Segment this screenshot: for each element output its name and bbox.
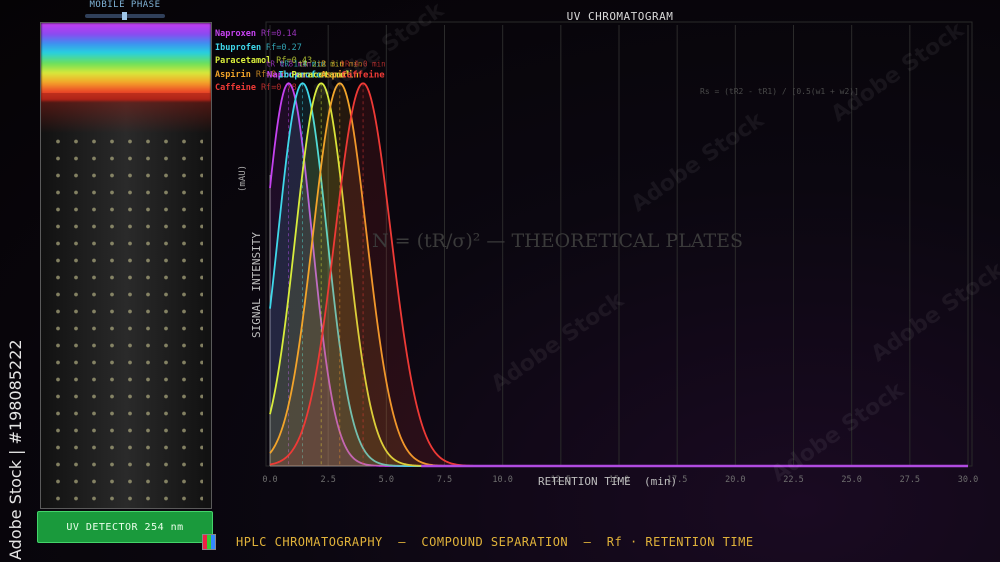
peak-name-label: Caffeine [341,69,385,80]
x-tick-label: 0.0 [262,475,277,485]
x-tick-label: 27.5 [900,475,920,485]
peak-tr-label: tR 4.0 min [340,59,385,68]
x-tick-label: 17.5 [667,475,687,485]
peak-name-label: Ibuprofen [278,70,327,80]
legend-item-naproxen: Naproxen Rf=0.14 [215,28,312,42]
legend-rf: Rf=0.78 [260,83,297,93]
mobile-phase-label: MOBILE PHASE [89,0,161,10]
legend-name: Ibuprofen [215,42,262,53]
footer-caption: HPLC CHROMATOGRAPHY — COMPOUND SEPARATIO… [236,535,754,549]
legend-rf: Rf=0.6 [255,69,287,80]
peak-fill-caffeine [270,83,968,467]
legend-name: Aspirin [215,69,251,80]
y-axis-unit: (mAU) [238,164,248,192]
legend-name: Caffeine [215,83,256,93]
legend-item-aspirin: Aspirin Rf=0.6 [215,69,312,83]
x-axis-label: RETENTION TIME (min) [538,475,678,488]
x-tick-label: 22.5 [783,475,803,485]
peak-name-label: Naproxen [267,70,310,80]
x-tick-label: 15.0 [609,475,629,485]
theoretical-plates-formula: N = (tR/σ)² — THEORETICAL PLATES [372,230,744,252]
legend-rf: Rf=0.43 [276,56,313,66]
legend-name: Naproxen [215,29,256,39]
x-tick-label: 30.0 [958,475,978,485]
mobile-phase-indicator [122,12,127,20]
peak-tr-label: tR 3.0 min [317,59,362,68]
x-tick-label: 25.0 [841,475,861,485]
legend-rf: Rf=0.14 [260,29,297,39]
peak-tr-label: tR 0.8 min [266,59,311,68]
legend-item-paracetamol: Paracetamol Rf=0.43 [215,55,312,69]
chromatography-column [40,22,212,509]
detector-spectrum-icon [202,534,216,550]
legend-item-caffeine: Caffeine Rf=0.78 [215,82,312,96]
column-separation-bands [41,23,211,101]
chart-title: UV CHROMATOGRAM [566,10,674,23]
column-packing-particles [49,133,203,504]
x-tick-label: 7.5 [437,475,452,485]
x-tick-label: 20.0 [725,475,745,485]
x-tick-label: 10.0 [492,475,512,485]
x-tick-label: 2.5 [320,475,335,485]
x-tick-label: 5.0 [379,475,394,485]
peak-tr-label: tR 1.4 min [280,59,325,68]
column-band-fade [41,93,211,133]
peak-tr-label: tR 2.2 min [299,59,344,68]
legend-name: Paracetamol [215,56,272,66]
y-axis-label: SIGNAL INTENSITY [250,232,263,338]
peak-name-label: Paracetamol [291,70,351,80]
x-tick-label: 12.5 [551,475,571,485]
uv-detector-button[interactable]: UV DETECTOR 254 nm [37,511,213,543]
legend-rf: Rf=0.27 [266,42,302,53]
resolution-formula: Rs = (tR2 - tR1) / [0.5(w1 + w2)] [700,87,859,96]
compound-legend: Naproxen Rf=0.14 Ibuprofen Rf=0.27 Paracet… [215,28,312,96]
legend-item-ibuprofen: Ibuprofen Rf=0.27 [215,42,312,56]
peak-name-label: Aspirin [321,69,359,80]
